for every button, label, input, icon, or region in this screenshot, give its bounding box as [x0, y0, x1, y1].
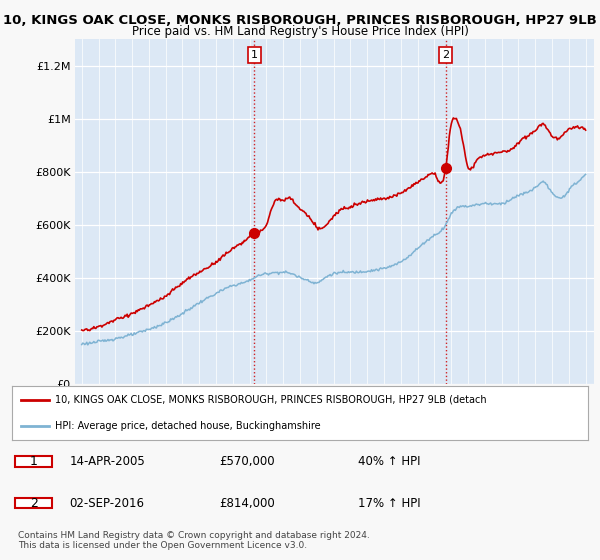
Text: £570,000: £570,000: [220, 455, 275, 468]
Text: 14-APR-2005: 14-APR-2005: [70, 455, 145, 468]
Text: 02-SEP-2016: 02-SEP-2016: [70, 497, 145, 510]
Text: 1: 1: [29, 455, 38, 468]
FancyBboxPatch shape: [15, 498, 52, 508]
Text: Contains HM Land Registry data © Crown copyright and database right 2024.
This d: Contains HM Land Registry data © Crown c…: [18, 531, 370, 550]
Text: 40% ↑ HPI: 40% ↑ HPI: [358, 455, 420, 468]
Text: HPI: Average price, detached house, Buckinghamshire: HPI: Average price, detached house, Buck…: [55, 421, 321, 431]
Text: 2: 2: [29, 497, 38, 510]
Text: 2: 2: [442, 50, 449, 60]
FancyBboxPatch shape: [15, 456, 52, 466]
Text: £814,000: £814,000: [220, 497, 275, 510]
Text: 10, KINGS OAK CLOSE, MONKS RISBOROUGH, PRINCES RISBOROUGH, HP27 9LB: 10, KINGS OAK CLOSE, MONKS RISBOROUGH, P…: [3, 14, 597, 27]
Text: 17% ↑ HPI: 17% ↑ HPI: [358, 497, 420, 510]
Text: Price paid vs. HM Land Registry's House Price Index (HPI): Price paid vs. HM Land Registry's House …: [131, 25, 469, 38]
Text: 1: 1: [251, 50, 258, 60]
Text: 10, KINGS OAK CLOSE, MONKS RISBOROUGH, PRINCES RISBOROUGH, HP27 9LB (detach: 10, KINGS OAK CLOSE, MONKS RISBOROUGH, P…: [55, 395, 487, 405]
